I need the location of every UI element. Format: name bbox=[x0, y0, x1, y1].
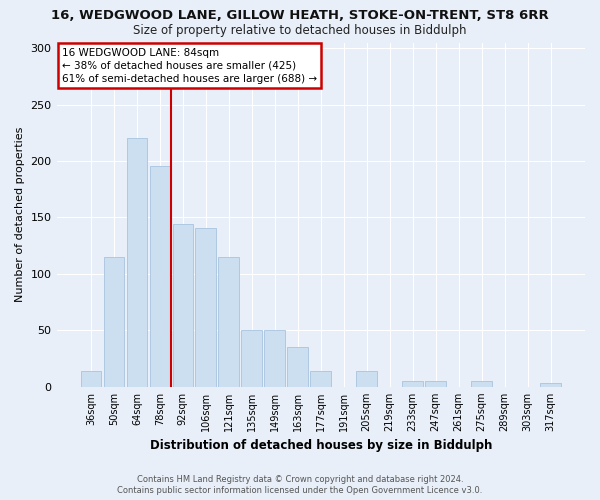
Text: Contains public sector information licensed under the Open Government Licence v3: Contains public sector information licen… bbox=[118, 486, 482, 495]
Bar bbox=[80, 371, 101, 387]
Bar bbox=[104, 257, 124, 387]
Bar bbox=[149, 166, 170, 387]
X-axis label: Distribution of detached houses by size in Biddulph: Distribution of detached houses by size … bbox=[149, 440, 492, 452]
Bar bbox=[310, 371, 331, 387]
Bar bbox=[265, 330, 285, 387]
Bar bbox=[218, 257, 239, 387]
Bar bbox=[403, 381, 423, 387]
Bar bbox=[356, 371, 377, 387]
Bar bbox=[287, 348, 308, 387]
Bar bbox=[196, 228, 216, 387]
Bar bbox=[472, 381, 492, 387]
Text: 16 WEDGWOOD LANE: 84sqm
← 38% of detached houses are smaller (425)
61% of semi-d: 16 WEDGWOOD LANE: 84sqm ← 38% of detache… bbox=[62, 48, 317, 84]
Text: Contains HM Land Registry data © Crown copyright and database right 2024.: Contains HM Land Registry data © Crown c… bbox=[137, 475, 463, 484]
Bar bbox=[173, 224, 193, 387]
Text: 16, WEDGWOOD LANE, GILLOW HEATH, STOKE-ON-TRENT, ST8 6RR: 16, WEDGWOOD LANE, GILLOW HEATH, STOKE-O… bbox=[51, 9, 549, 22]
Text: Size of property relative to detached houses in Biddulph: Size of property relative to detached ho… bbox=[133, 24, 467, 37]
Bar bbox=[425, 381, 446, 387]
Bar bbox=[540, 384, 561, 387]
Bar bbox=[241, 330, 262, 387]
Y-axis label: Number of detached properties: Number of detached properties bbox=[15, 127, 25, 302]
Bar bbox=[127, 138, 147, 387]
